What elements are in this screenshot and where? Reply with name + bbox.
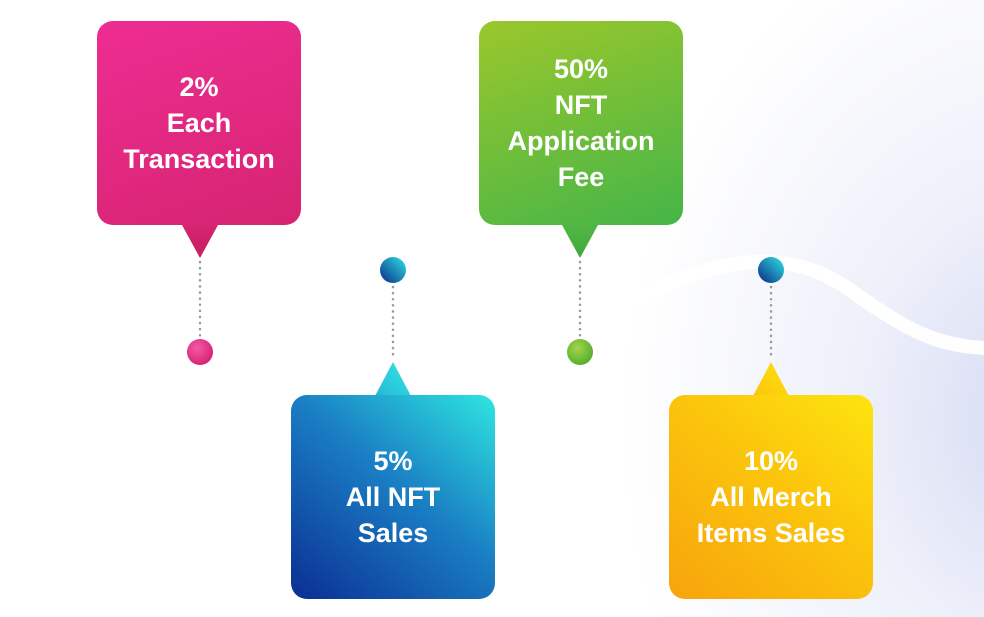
- fee-card-application: 50% NFT Application Fee: [479, 21, 683, 225]
- blue-dot: [380, 257, 406, 283]
- fee-percent: 50%: [553, 54, 609, 84]
- fee-label-line: Application: [507, 126, 655, 156]
- fee-label-line: Sales: [357, 518, 429, 548]
- fee-label-line: Items Sales: [696, 518, 846, 548]
- yellow-dot: [758, 257, 784, 283]
- green-dot: [567, 339, 593, 365]
- fee-label-line: Each: [166, 108, 232, 138]
- fee-card-merch-sales: 10% All Merch Items Sales: [669, 395, 873, 599]
- fee-label-line: NFT: [554, 90, 608, 120]
- fee-label-line: All Merch: [710, 482, 832, 512]
- fee-card-nft-sales: 5% All NFT Sales: [291, 395, 495, 599]
- yellow-pointer: [753, 362, 789, 396]
- fee-label-line: Transaction: [123, 144, 275, 174]
- blue-pointer: [375, 362, 411, 396]
- fee-percent: 5%: [373, 446, 413, 476]
- fee-percent: 2%: [179, 72, 219, 102]
- fee-percent: 10%: [743, 446, 799, 476]
- green-pointer: [562, 225, 598, 258]
- fee-label-line: All NFT: [345, 482, 441, 512]
- fee-card-transaction: 2% Each Transaction: [97, 21, 301, 225]
- fee-label-line: Fee: [557, 162, 605, 192]
- pink-dot: [187, 339, 213, 365]
- pink-pointer: [182, 225, 218, 258]
